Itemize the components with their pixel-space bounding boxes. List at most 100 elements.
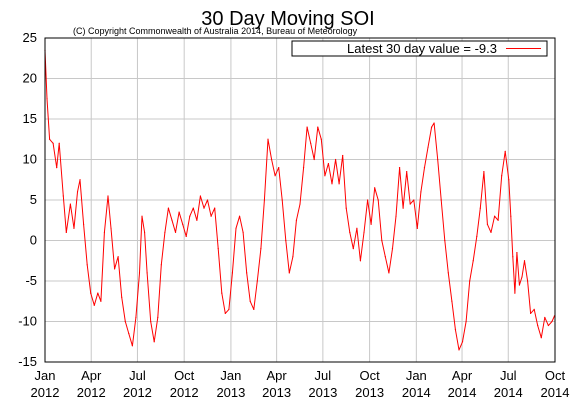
data-point (510, 215, 512, 217)
y-tick-label: -10 (18, 314, 37, 329)
y-tick-label: 10 (23, 152, 37, 167)
data-point (391, 248, 394, 250)
data-point (402, 207, 404, 209)
data-point (440, 199, 442, 201)
data-point (483, 171, 485, 173)
data-point (117, 256, 119, 258)
data-point (231, 272, 234, 274)
y-tick-label: 15 (23, 111, 37, 126)
data-point (331, 183, 333, 185)
data-point (486, 223, 489, 225)
data-point (342, 154, 344, 157)
data-point (381, 239, 383, 242)
data-point (48, 138, 51, 140)
data-point (537, 324, 539, 327)
data-point (192, 207, 194, 209)
x-tick-label: Apr 2014 (448, 368, 477, 400)
x-tick-label: Apr 2012 (77, 368, 106, 400)
y-tick-label: 25 (23, 30, 37, 45)
data-point (171, 219, 173, 221)
data-point (113, 268, 116, 270)
data-point (46, 98, 48, 100)
data-point (143, 231, 146, 233)
x-tick-label: Jul 2012 (123, 368, 152, 400)
data-point (65, 231, 67, 233)
data-point (433, 122, 435, 124)
data-point (146, 272, 148, 274)
data-point (514, 292, 516, 294)
legend-box (291, 40, 548, 57)
x-tick-label: Jan 2013 (216, 368, 245, 400)
data-point (217, 248, 219, 250)
data-point (409, 203, 411, 205)
data-point (516, 252, 518, 254)
data-point (246, 272, 248, 274)
data-point (79, 179, 81, 181)
data-point (518, 284, 521, 286)
data-point (313, 158, 315, 161)
data-point (540, 337, 542, 339)
data-point (523, 260, 526, 262)
data-point (317, 126, 319, 128)
y-axis-ticks: -15 -10 -5 0 5 10 15 20 25 (18, 30, 37, 369)
data-point (479, 207, 481, 209)
data-point (544, 316, 546, 319)
data-point (52, 142, 54, 144)
data-point (472, 260, 474, 262)
y-tick-label: 5 (30, 192, 37, 207)
data-point (167, 207, 170, 209)
data-point (121, 296, 123, 298)
data-point (447, 272, 449, 274)
data-point (135, 316, 137, 319)
data-point (62, 195, 64, 197)
data-point (454, 329, 457, 331)
data-point (359, 260, 362, 262)
data-point (274, 175, 276, 177)
legend-label: Latest 30 day value = -9.3 (347, 41, 497, 56)
data-point (128, 333, 130, 335)
data-point (310, 142, 312, 144)
data-point (100, 300, 102, 302)
data-point (423, 167, 426, 169)
chart-title: 30 Day Moving SOI (201, 8, 375, 30)
data-point (178, 211, 180, 213)
data-point (214, 207, 216, 209)
data-point (164, 231, 166, 233)
data-point (189, 215, 191, 217)
data-point (461, 341, 464, 343)
data-point (497, 219, 499, 221)
data-point (86, 264, 88, 266)
data-point (302, 167, 305, 169)
data-point (508, 179, 510, 181)
data-point (395, 215, 397, 217)
data-point (327, 162, 330, 165)
data-point (420, 191, 422, 193)
data-point (338, 183, 340, 185)
data-point (267, 138, 269, 140)
data-point (374, 187, 376, 189)
data-point (356, 227, 358, 229)
data-point (526, 280, 529, 282)
legend: Latest 30 day value = -9.3 (291, 40, 548, 57)
data-point (224, 312, 226, 314)
data-point (124, 320, 126, 323)
data-point (490, 231, 492, 233)
data-point (174, 231, 177, 233)
data-point (288, 272, 290, 274)
data-point (427, 146, 429, 148)
data-point (430, 126, 433, 128)
data-point (320, 138, 322, 140)
data-point (451, 300, 453, 302)
x-tick-label: Oct 2013 (355, 368, 384, 400)
data-point (221, 292, 223, 294)
data-point (521, 276, 523, 278)
data-point (93, 304, 95, 306)
x-tick-label: Jul 2014 (494, 368, 523, 400)
data-point (153, 341, 155, 343)
data-point (377, 199, 379, 201)
data-point (238, 215, 241, 217)
data-point (384, 256, 386, 258)
data-point (256, 280, 258, 282)
data-point (83, 223, 85, 225)
